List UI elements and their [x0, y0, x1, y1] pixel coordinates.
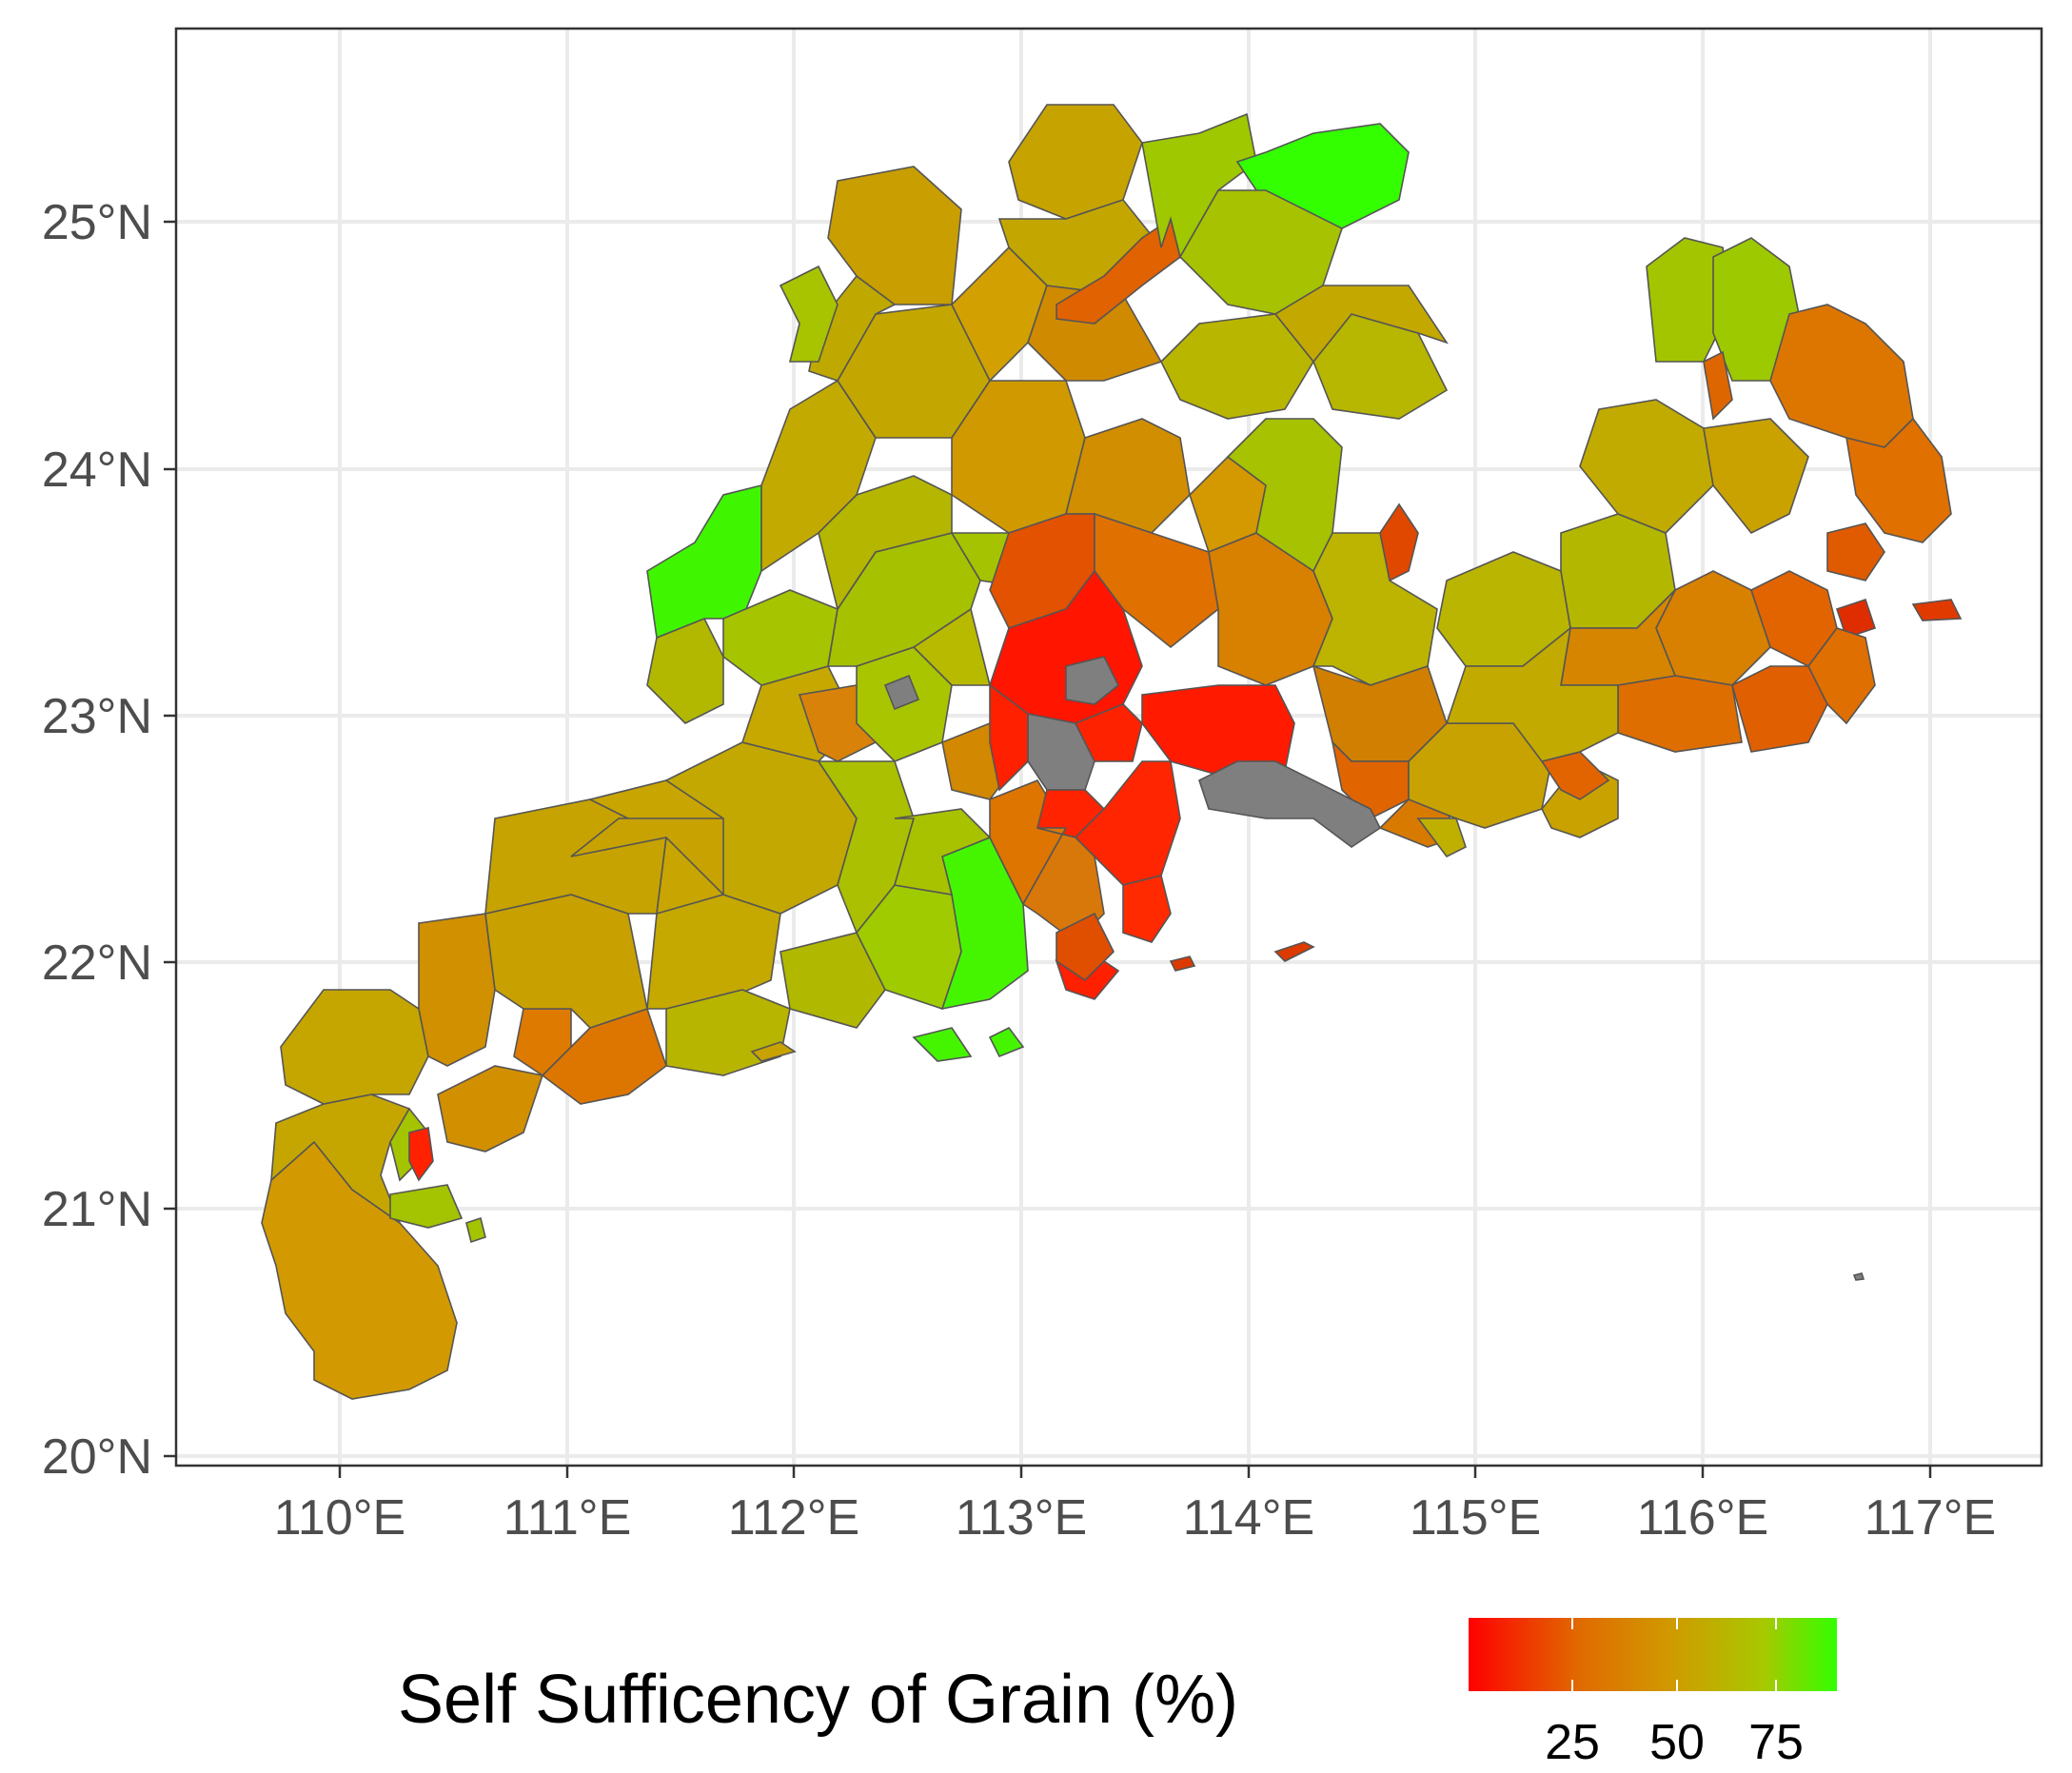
region-zhuhai-south: [1055, 959, 1120, 1000]
legend-title: Self Sufficency of Grain (%): [398, 1662, 1238, 1738]
x-tick-label: 116°E: [1637, 1490, 1768, 1546]
x-tick-label: 114°E: [1183, 1490, 1314, 1546]
legend: Self Sufficency of Grain (%) 25 50 75: [398, 1618, 1837, 1770]
x-axis-labels: 110°E 111°E 112°E 113°E 114°E 115°E 116°…: [274, 1490, 1996, 1546]
region-chaozhou: [1826, 522, 1885, 581]
region-nanxiong: [1008, 104, 1143, 220]
region-dianbai-island: [750, 1041, 797, 1062]
region-taiwan-dot: [1852, 1272, 1865, 1281]
x-tick-label: 115°E: [1410, 1490, 1541, 1546]
x-tick-label: 113°E: [956, 1490, 1087, 1546]
region-nanao: [1911, 599, 1963, 621]
region-yangjiang: [779, 932, 886, 1029]
region-huilai: [1445, 626, 1619, 762]
y-tick-label: 23°N: [42, 689, 152, 744]
region-polygons: [261, 104, 1963, 1400]
y-tick-label: 21°N: [42, 1182, 152, 1237]
region-lianan: [779, 265, 839, 363]
region-heping: [1273, 285, 1449, 364]
legend-tick-label: 50: [1649, 1715, 1705, 1770]
plot-border: [174, 27, 2043, 1468]
region-zhanjiang-urban: [408, 1127, 434, 1182]
legend-tick-label: 75: [1748, 1715, 1804, 1770]
region-fengshun: [1703, 418, 1809, 535]
x-tick-label: 117°E: [1865, 1490, 1996, 1546]
region-meizhou-city: [1703, 350, 1733, 421]
region-nanhai: [989, 683, 1029, 792]
legend-colorbar: [1469, 1618, 1837, 1691]
region-meixian: [1579, 399, 1714, 534]
region-kaiping: [893, 808, 992, 896]
region-lechang: [827, 166, 962, 305]
region-zhanjiang-north: [280, 989, 429, 1105]
y-tick-label: 24°N: [42, 443, 152, 498]
region-raoping: [1845, 417, 1952, 543]
region-xinfeng: [1160, 313, 1314, 420]
y-axis-labels: 25°N 24°N 23°N 22°N 21°N 20°N: [42, 195, 152, 1485]
region-zhongshan: [1074, 760, 1181, 886]
region-shangchuan: [912, 1027, 973, 1062]
region-shantou: [1807, 627, 1876, 725]
x-tick-label: 110°E: [274, 1490, 405, 1546]
region-lianjiang: [437, 1065, 544, 1152]
y-tick-label: 20°N: [42, 1429, 152, 1485]
region-lianshan: [760, 379, 877, 573]
region-zhaoqing-city: [883, 674, 920, 711]
x-tick-label: 112°E: [728, 1490, 859, 1546]
region-zhuhai: [1122, 875, 1172, 943]
axis-ticks: [164, 220, 1932, 1478]
region-guangzhou-core: [1065, 656, 1120, 705]
y-tick-label: 25°N: [42, 195, 152, 250]
region-huaiji-island: [988, 1026, 1025, 1058]
region-qingxin: [818, 475, 953, 611]
region-panyu: [1074, 703, 1143, 762]
legend-tick-label: 25: [1545, 1715, 1600, 1770]
region-hk-islands-2: [1273, 941, 1315, 962]
region-suixi: [418, 913, 496, 1067]
x-tick-label: 111°E: [503, 1490, 632, 1546]
region-shanwei: [1416, 818, 1467, 858]
y-tick-label: 22°N: [42, 936, 152, 991]
region-naozhou: [465, 1216, 486, 1244]
region-hk-islands-1: [1169, 955, 1196, 972]
region-donghai: [389, 1184, 464, 1229]
region-chenghai: [1835, 598, 1877, 640]
